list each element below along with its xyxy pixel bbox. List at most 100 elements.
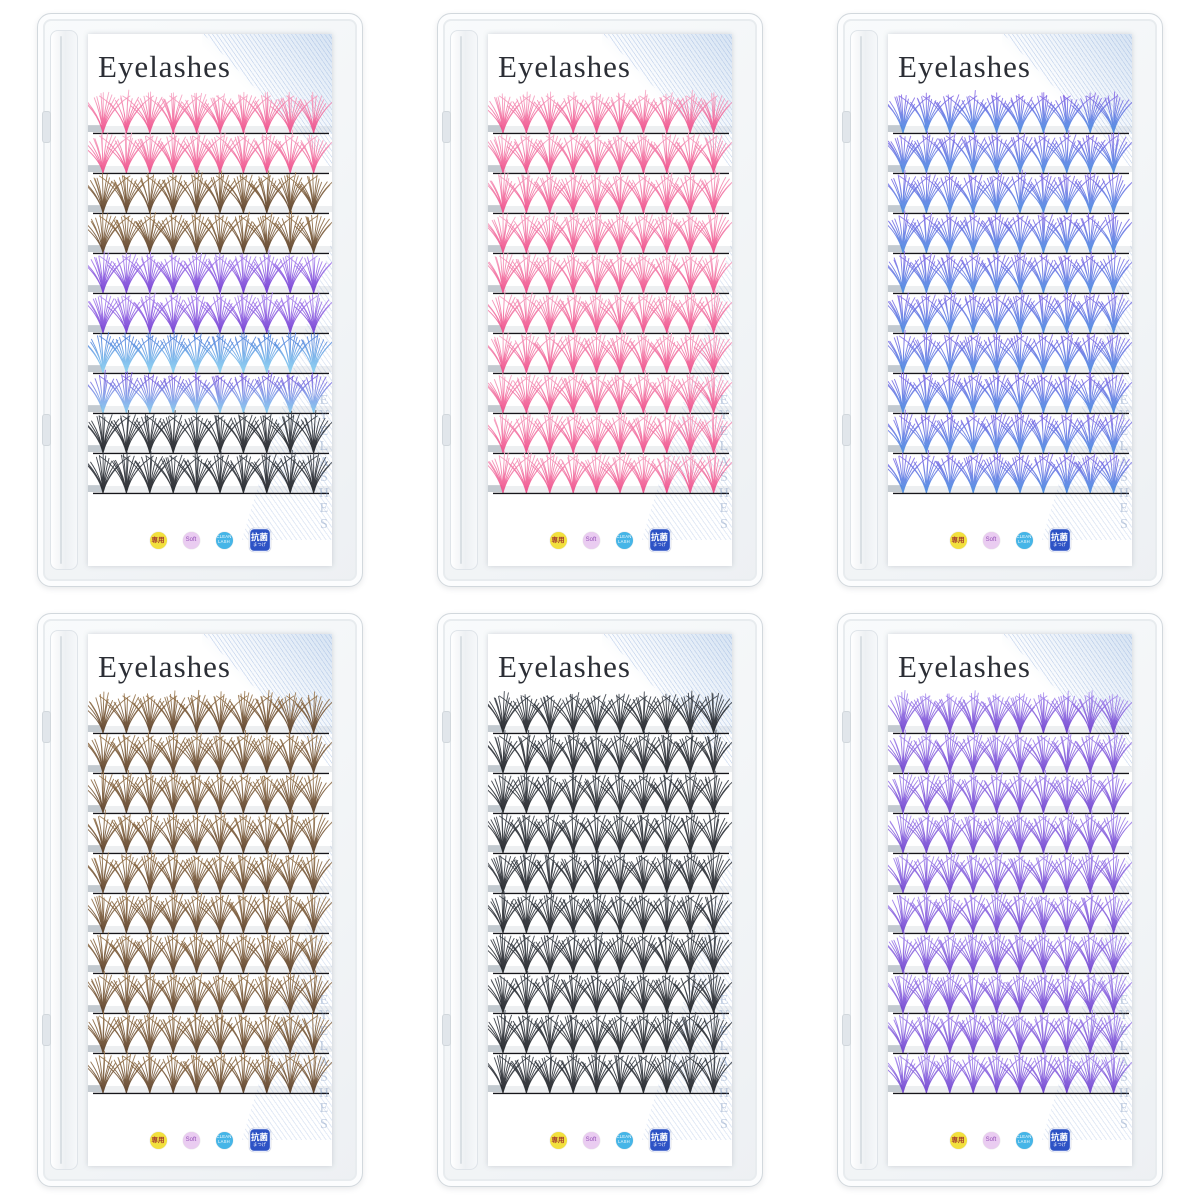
lash-cluster	[286, 894, 332, 934]
lash-cluster	[1015, 812, 1071, 854]
lash-cluster	[545, 252, 601, 294]
lash-cluster	[215, 729, 271, 774]
lash-cluster	[615, 331, 671, 374]
lash-cluster	[215, 331, 271, 374]
lash-strip-tab	[88, 205, 102, 212]
lash-cluster	[522, 731, 578, 774]
lash-strip-tab	[88, 965, 102, 972]
lash-strip-tab	[488, 365, 502, 372]
lash-row	[888, 769, 1132, 816]
lash-cluster	[122, 292, 178, 334]
lash-strip-tab	[88, 885, 102, 892]
lash-cluster	[1062, 292, 1118, 334]
lash-cluster	[1062, 890, 1118, 934]
lash-cluster	[1039, 130, 1095, 174]
lash-cluster	[686, 894, 732, 934]
lash-cluster	[1062, 1053, 1118, 1094]
case-hinge-line	[860, 636, 862, 1164]
lash-row-graphic	[888, 809, 1132, 855]
lash-cluster	[488, 772, 531, 814]
lash-row	[88, 809, 332, 856]
lash-cluster	[662, 809, 718, 854]
lash-cluster	[945, 893, 1001, 934]
lash-cluster	[122, 173, 178, 214]
lash-cluster	[215, 932, 271, 974]
lash-strip-tab	[888, 325, 902, 332]
lash-cluster	[498, 852, 554, 894]
lash-row	[888, 729, 1132, 776]
lash-cluster	[192, 375, 248, 414]
lash-cluster	[922, 290, 978, 334]
watermark-letter: H	[1118, 1085, 1129, 1101]
lash-strip-band	[88, 366, 332, 372]
lash-row	[88, 329, 332, 376]
lash-strip-band	[88, 806, 332, 812]
lash-cluster	[98, 293, 154, 334]
tray-title: Eyelashes	[498, 49, 631, 84]
lash-cluster	[122, 374, 178, 414]
lash-cluster	[1039, 291, 1095, 334]
lash-strip-band	[888, 366, 1132, 372]
lash-cluster	[639, 132, 695, 174]
lash-strip-tab	[488, 485, 502, 492]
lash-cluster	[498, 291, 554, 334]
lash-row	[488, 209, 732, 256]
lash-cluster	[122, 211, 178, 254]
lash-row	[88, 249, 332, 296]
lash-row	[488, 1051, 732, 1096]
lash-cluster	[145, 252, 201, 294]
badge-row: 専用 Soft CLEAN LASH 抗菌 まつげ	[888, 1128, 1132, 1152]
lash-cluster	[286, 134, 332, 174]
lash-cluster	[88, 369, 131, 414]
lash-cluster	[88, 809, 131, 854]
lash-cluster	[569, 293, 625, 334]
watermark-letter: Y	[1118, 408, 1129, 423]
lash-cluster	[639, 330, 695, 374]
lash-cluster	[498, 694, 554, 734]
lash-cluster	[898, 332, 954, 374]
lash-cluster	[192, 170, 248, 214]
lash-cluster	[1015, 212, 1071, 254]
lash-cluster	[88, 173, 131, 214]
lash-cluster	[686, 290, 732, 334]
lash-strip-tab	[488, 165, 502, 172]
badge-label: まつげ	[653, 1142, 666, 1148]
lash-cluster	[569, 891, 625, 934]
watermark-letter: Y	[318, 408, 329, 423]
lash-cluster	[898, 769, 954, 814]
lash-cluster	[569, 774, 625, 814]
lash-cluster	[488, 170, 531, 214]
lash-cluster	[1015, 412, 1071, 454]
lash-cluster	[545, 91, 601, 134]
lash-cluster	[122, 732, 178, 774]
lash-strip-tab	[888, 285, 902, 292]
lash-strip-tab	[888, 885, 902, 892]
lash-strip-band	[88, 1086, 332, 1092]
lash-cluster	[639, 92, 695, 134]
lash-cluster	[192, 931, 248, 974]
lash-row-graphic	[888, 969, 1132, 1015]
lash-strip-band	[88, 766, 332, 772]
lash-cluster	[888, 452, 931, 494]
lash-cluster	[1015, 692, 1071, 734]
lash-cluster	[522, 171, 578, 214]
lash-strip-band	[888, 766, 1132, 772]
lash-cluster	[945, 252, 1001, 294]
lash-cluster	[888, 409, 931, 454]
lash-cluster	[98, 332, 154, 374]
lash-cluster	[639, 812, 695, 854]
badge-clean-lash: CLEAN LASH	[215, 531, 233, 549]
lash-cluster	[569, 813, 625, 854]
lash-cluster	[1086, 973, 1132, 1014]
watermark-letter: A	[318, 1054, 329, 1070]
lash-strip-tab	[888, 245, 902, 252]
lash-strip-tab	[88, 1085, 102, 1092]
lash-cluster	[592, 251, 648, 294]
lash-cluster	[922, 812, 978, 854]
lash-cluster	[1015, 172, 1071, 214]
lash-cluster	[145, 850, 201, 894]
lash-cluster	[969, 971, 1025, 1014]
lash-cluster	[686, 972, 732, 1014]
lash-cluster	[1062, 371, 1118, 414]
lash-cluster	[888, 1052, 931, 1094]
